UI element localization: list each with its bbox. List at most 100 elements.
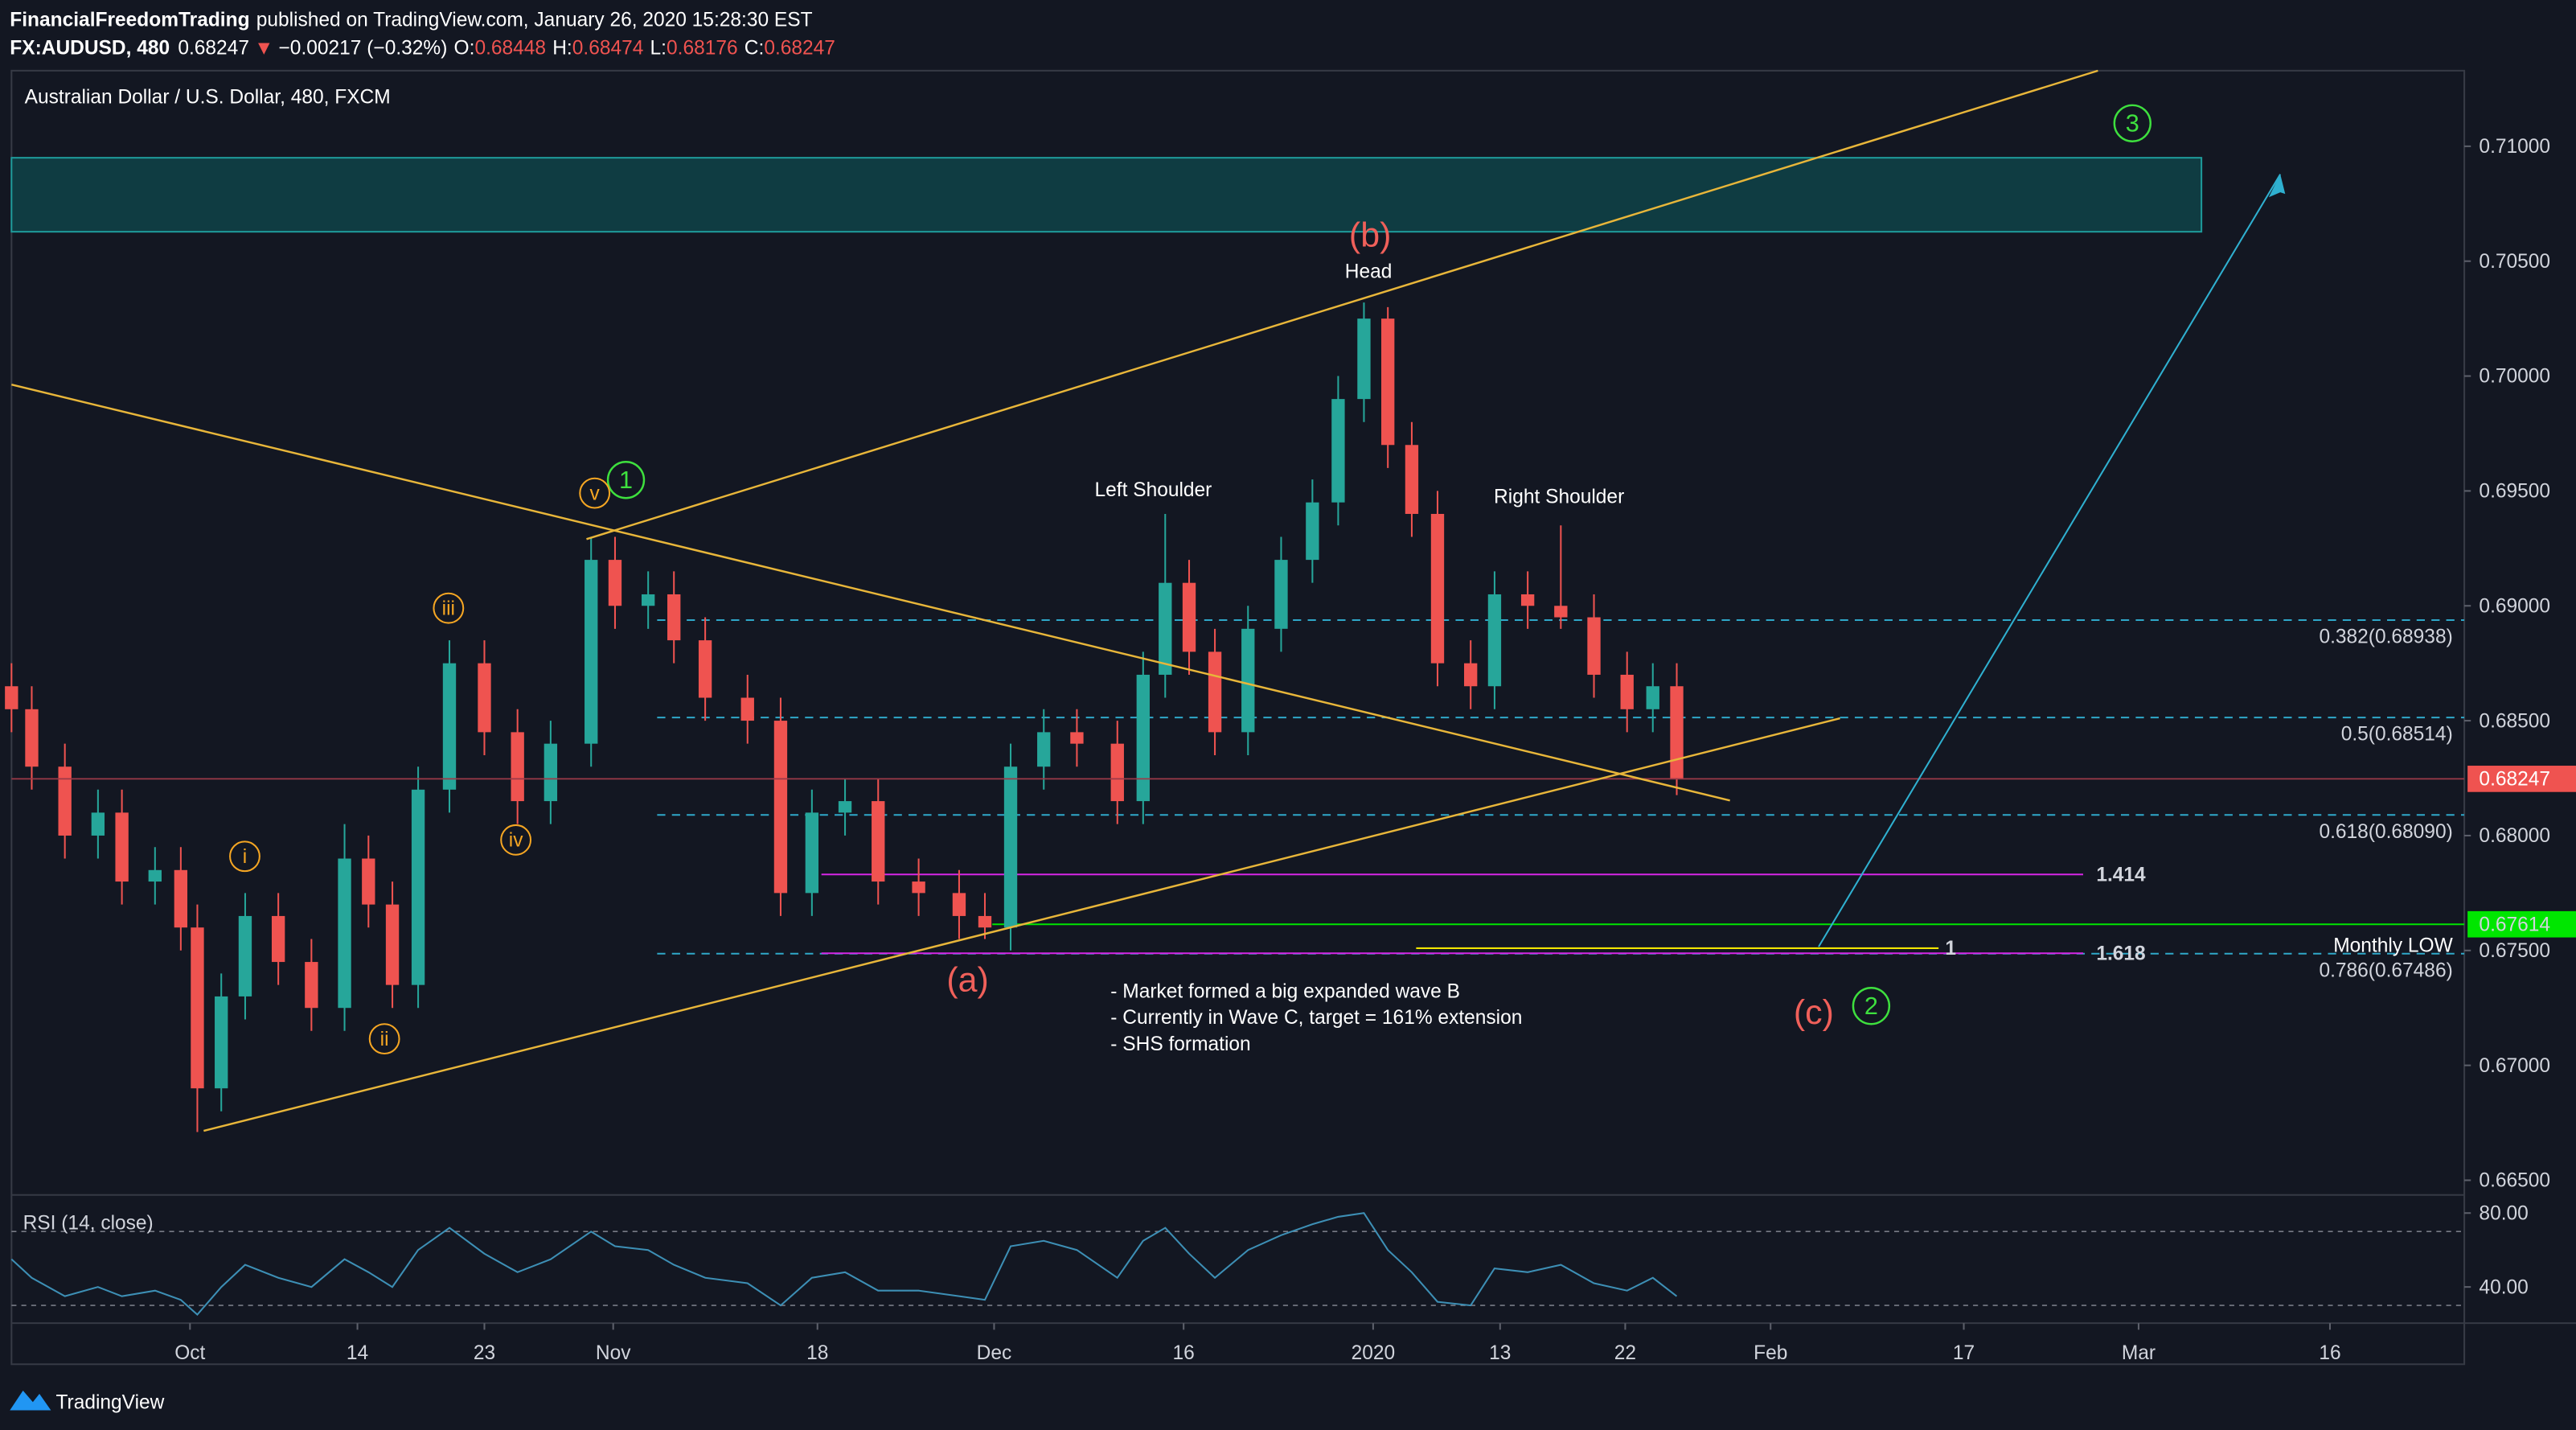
last-price-value: 0.68247 xyxy=(2479,769,2550,791)
last: 0.68247 xyxy=(178,37,249,59)
candle-body xyxy=(1331,399,1345,503)
candle-body xyxy=(1274,560,1288,629)
candle-body xyxy=(805,812,819,894)
candle-body xyxy=(58,766,72,836)
x-tick-label: 14 xyxy=(347,1342,368,1364)
supply-zone xyxy=(10,157,2203,233)
ohlc-value: 0.68176 xyxy=(667,37,738,59)
monthly-low-label: Monthly LOW xyxy=(2333,935,2453,956)
pattern-label: Left Shoulder xyxy=(1095,479,1212,501)
candle-body xyxy=(5,686,18,709)
ohlc-key: L: xyxy=(650,37,667,59)
x-tick-label: 18 xyxy=(806,1342,828,1364)
candle-body xyxy=(773,721,788,894)
candle-body xyxy=(667,594,681,641)
ohlc-value: 0.68448 xyxy=(474,37,546,59)
symbol-line: FX:AUDUSD, 480 0.68247 ▼ −0.00217 (−0.32%) O… xyxy=(10,37,835,59)
candle-body xyxy=(872,801,885,882)
candle-body xyxy=(1159,582,1172,675)
y-tick-label: 0.71000 xyxy=(2479,136,2550,158)
y-tick-label: 0.70000 xyxy=(2479,366,2550,388)
ohlc-key: H: xyxy=(552,37,572,59)
fib-label: 0.786(0.67486) xyxy=(2319,959,2452,981)
candle-body xyxy=(1430,513,1445,664)
wave-number: ii xyxy=(380,1029,389,1050)
brand: TradingView xyxy=(10,1390,165,1413)
candle-body xyxy=(1464,663,1478,687)
y-tick-label: 40.00 xyxy=(2479,1276,2528,1298)
x-tick-label: 13 xyxy=(1489,1342,1511,1364)
wave-label: (a) xyxy=(946,960,988,999)
x-tick-label: 17 xyxy=(1953,1342,1975,1364)
candle-body xyxy=(271,915,285,963)
candle-body xyxy=(1357,318,1371,400)
wave-circle xyxy=(229,840,260,873)
wave-number: 2 xyxy=(1864,992,1878,1020)
chart-title: Australian Dollar / U.S. Dollar, 480, FX… xyxy=(25,87,391,109)
candle-body xyxy=(362,858,375,905)
x-tick-label: 22 xyxy=(1614,1342,1636,1364)
ohlc-key: C: xyxy=(744,37,765,59)
candle-body xyxy=(740,697,754,721)
candle-body xyxy=(478,663,491,733)
candle-body xyxy=(641,594,655,606)
y-tick-label: 0.68000 xyxy=(2479,825,2550,847)
wave-label: (b) xyxy=(1349,216,1391,255)
trendline xyxy=(11,384,1730,802)
published: published on TradingView.com, January 26… xyxy=(256,10,813,31)
ohlc-key: O: xyxy=(454,37,475,59)
x-tick-label: 16 xyxy=(2319,1342,2340,1364)
candle-body xyxy=(608,560,622,606)
candle-body xyxy=(305,962,318,1009)
candle-body xyxy=(585,560,598,744)
candle-body xyxy=(115,812,129,882)
y-tick-label: 0.70500 xyxy=(2479,251,2550,273)
fib-label: 0.618(0.68090) xyxy=(2319,821,2452,843)
y-tick-label: 0.67000 xyxy=(2479,1055,2550,1077)
rsi-line xyxy=(10,1212,1678,1316)
candle-body xyxy=(511,732,524,802)
candle-body xyxy=(698,640,712,698)
wave-circle xyxy=(579,477,611,509)
ohlc-value: 0.68474 xyxy=(572,37,644,59)
publisher: FinancialFreedomTrading xyxy=(10,10,249,31)
fib-label: 0.5(0.68514) xyxy=(2341,724,2453,746)
y-tick-label: 0.69500 xyxy=(2479,481,2550,503)
y-tick-label: 80.00 xyxy=(2479,1202,2528,1224)
candle-body xyxy=(544,743,558,802)
candle-body xyxy=(238,915,252,996)
rsi-title: RSI (14, close) xyxy=(23,1213,154,1235)
candle-body xyxy=(1070,732,1084,744)
x-tick-label: 16 xyxy=(1173,1342,1195,1364)
fib-label: 0.382(0.68938) xyxy=(2319,627,2452,648)
y-tick-label: 0.68500 xyxy=(2479,710,2550,732)
candle-body xyxy=(411,789,425,985)
x-tick-label: 23 xyxy=(474,1342,495,1364)
x-tick-label: Dec xyxy=(977,1342,1012,1364)
wave-number: i xyxy=(243,846,247,868)
y-tick-label: 0.66500 xyxy=(2479,1170,2550,1192)
wave-circle xyxy=(1852,987,1891,1025)
note-line: - Market formed a big expanded wave B xyxy=(1110,981,1460,1003)
monthly-low-box xyxy=(2467,910,2576,938)
candle-body xyxy=(442,663,457,790)
marks: 0.66500 0.67000 0.67500 0.68000 0.68500 0.690… xyxy=(5,136,2576,1364)
ohlc-value: 0.68247 xyxy=(764,37,835,59)
candle-body xyxy=(1136,674,1150,802)
wave-circle xyxy=(2113,104,2151,142)
symbol: FX:AUDUSD, 480 xyxy=(10,37,170,59)
trendline xyxy=(203,717,1840,1132)
candle-body xyxy=(191,927,204,1089)
candle-body xyxy=(1037,732,1051,767)
candle-body xyxy=(1405,445,1419,514)
candle-body xyxy=(1587,617,1601,675)
wave-circle xyxy=(606,461,646,499)
candle-body xyxy=(385,904,400,985)
wave-label: (c) xyxy=(1794,993,1834,1032)
extension-label: 1.618 xyxy=(2096,943,2145,964)
candle-body xyxy=(1241,628,1255,733)
candle-body xyxy=(25,709,39,767)
logo xyxy=(10,1390,51,1411)
note-line: - SHS formation xyxy=(1110,1033,1250,1055)
